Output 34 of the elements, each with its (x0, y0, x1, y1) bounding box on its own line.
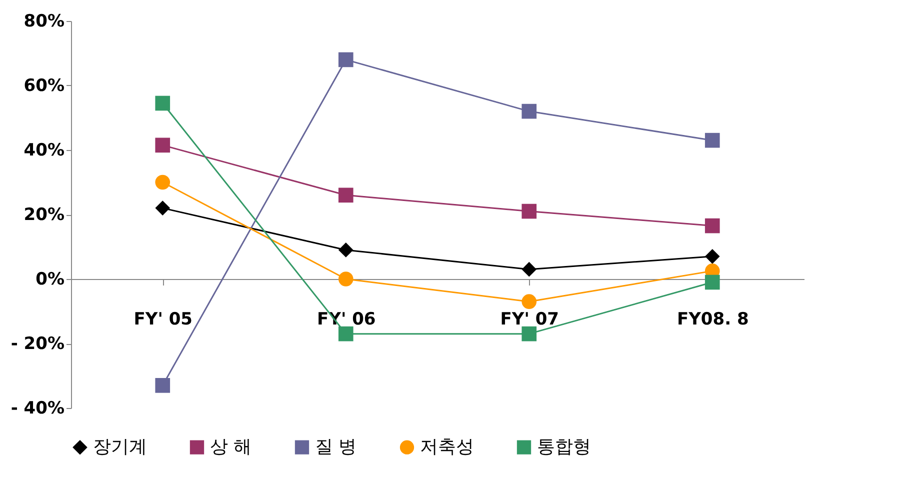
point (522, 294, 537, 309)
point (704, 274, 720, 290)
point (522, 326, 537, 342)
point (704, 132, 720, 148)
legend-label: 상 해 (210, 436, 252, 458)
point (522, 204, 537, 219)
point (704, 249, 720, 264)
point (338, 326, 354, 342)
y-tick-label: 40% (24, 140, 64, 160)
point (155, 378, 170, 393)
y-tick-label: - 40% (10, 398, 64, 418)
point (338, 52, 354, 68)
point (338, 188, 354, 203)
point (338, 242, 354, 258)
y-tick-label: 80% (24, 12, 64, 32)
legend-label: 질 병 (315, 436, 357, 458)
point (522, 262, 537, 277)
point (155, 200, 170, 216)
point (522, 104, 537, 119)
y-tick-label: 60% (24, 76, 64, 96)
x-tick-label: FY' 05 (134, 310, 192, 330)
point (155, 96, 170, 111)
legend-label: 장기계 (93, 436, 147, 458)
y-tick-label: 20% (24, 205, 64, 225)
y-tick-label: 0% (36, 270, 64, 290)
point (704, 218, 720, 234)
point (338, 272, 354, 286)
x-tick-label: FY08. 8 (676, 310, 749, 330)
y-tick-label: - 20% (10, 334, 64, 354)
legend-label: 통합형 (537, 436, 591, 458)
point (155, 138, 170, 153)
point (155, 174, 170, 190)
x-tick-label: FY' 07 (500, 310, 559, 330)
legend-label: 저축성 (420, 436, 474, 458)
